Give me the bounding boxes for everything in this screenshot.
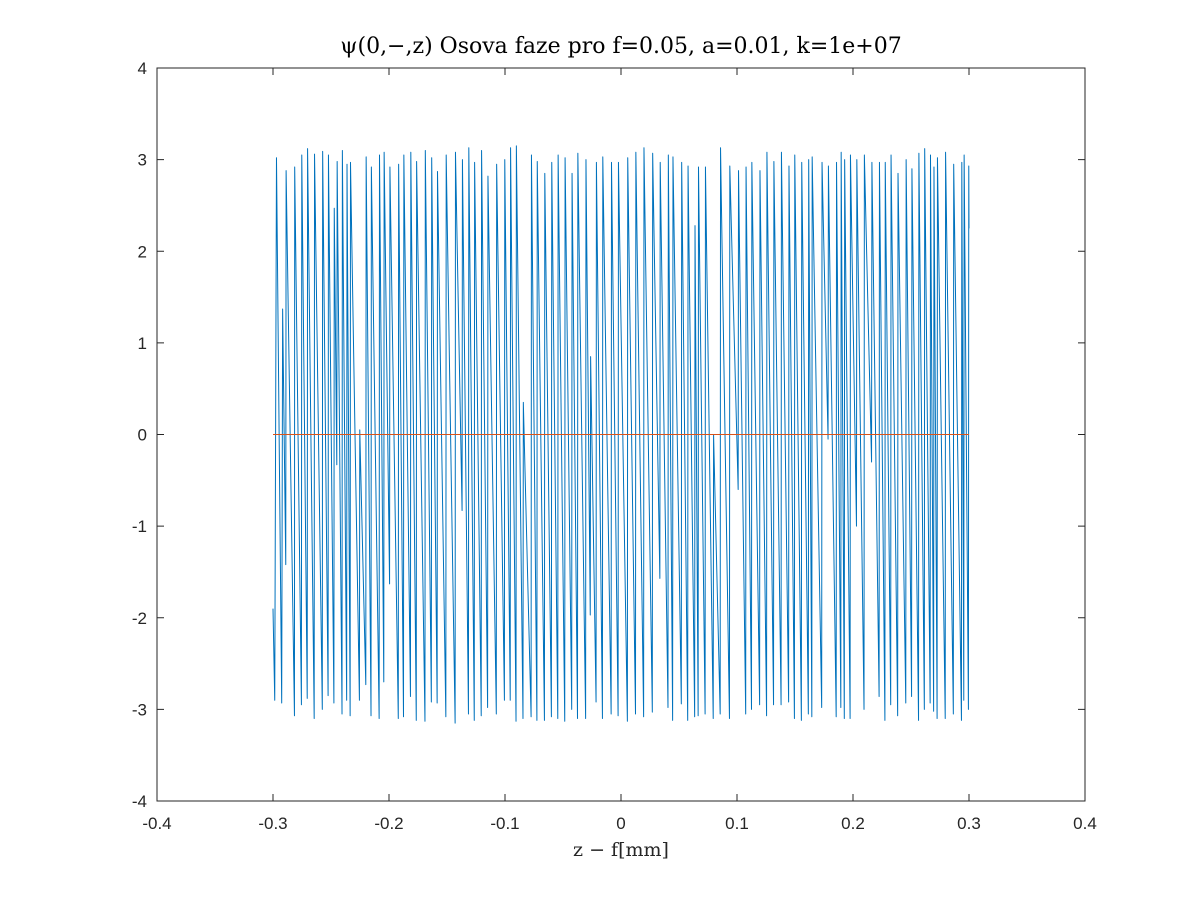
x-tick-label: 0.1: [725, 814, 749, 833]
y-tick-label: 3: [138, 151, 147, 170]
x-tick-label: -0.3: [258, 814, 287, 833]
x-axis-label: z − f[mm]: [573, 839, 669, 861]
x-tick-label: 0.4: [1073, 814, 1097, 833]
chart-title: ψ(0,−,z) Osova faze pro f=0.05, a=0.01, …: [340, 34, 902, 59]
x-tick-label: -0.1: [490, 814, 519, 833]
y-tick-label: 0: [138, 426, 147, 445]
x-tick-label: 0.2: [841, 814, 865, 833]
x-tick-label: -0.4: [142, 814, 171, 833]
y-tick-label: 4: [138, 59, 147, 78]
series-layer: [272, 145, 970, 724]
ticks-layer: -0.4 -0.3 -0.2 -0.1 0 0.1 0.2 0.3 0.4 -4 -3 -2 -1 0 1 2…: [132, 59, 1097, 833]
y-tick-label: -1: [132, 517, 147, 536]
y-tick-label: 2: [138, 242, 147, 261]
y-tick-label: -4: [132, 792, 147, 811]
y-tick-label: -3: [132, 700, 147, 719]
x-tick-label: 0.3: [957, 814, 981, 833]
series-line-phase: [272, 145, 970, 724]
x-tick-label: 0: [616, 814, 625, 833]
y-tick-label: 1: [138, 334, 147, 353]
x-tick-label: -0.2: [374, 814, 403, 833]
y-tick-label: -2: [132, 609, 147, 628]
